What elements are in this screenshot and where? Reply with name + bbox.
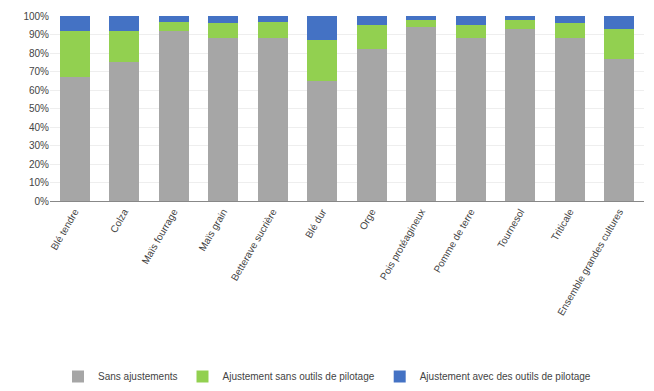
svg-text:Ajustement sans outils de pilo: Ajustement sans outils de pilotage — [223, 371, 375, 382]
svg-text:30%: 30% — [29, 140, 49, 151]
svg-text:0%: 0% — [35, 196, 50, 207]
svg-text:Blé tendre: Blé tendre — [48, 207, 81, 252]
svg-text:Tournesol: Tournesol — [495, 207, 526, 250]
svg-text:70%: 70% — [29, 66, 49, 77]
svg-text:Maïs fourrage: Maïs fourrage — [139, 207, 180, 266]
svg-text:80%: 80% — [29, 48, 49, 59]
svg-text:Colza: Colza — [108, 207, 131, 235]
svg-text:60%: 60% — [29, 85, 49, 96]
svg-text:Ajustement avec des outils de: Ajustement avec des outils de pilotage — [420, 371, 591, 382]
svg-text:Pois protéagineux: Pois protéagineux — [378, 207, 428, 282]
svg-text:Orge: Orge — [357, 207, 378, 232]
svg-text:90%: 90% — [29, 29, 49, 40]
svg-text:Betterave sucrière: Betterave sucrière — [229, 207, 279, 283]
svg-text:20%: 20% — [29, 159, 49, 170]
svg-text:Blé dur: Blé dur — [303, 206, 329, 240]
svg-text:Ensemble grandes cultures: Ensemble grandes cultures — [555, 207, 625, 317]
svg-text:Sans ajustements: Sans ajustements — [98, 371, 178, 382]
svg-text:10%: 10% — [29, 177, 49, 188]
svg-text:Pomme de terre: Pomme de terre — [431, 207, 477, 275]
svg-text:100%: 100% — [23, 11, 49, 22]
svg-text:Maïs grain: Maïs grain — [196, 207, 229, 253]
svg-text:40%: 40% — [29, 122, 49, 133]
svg-text:50%: 50% — [29, 103, 49, 114]
svg-text:Triticale: Triticale — [549, 207, 576, 243]
